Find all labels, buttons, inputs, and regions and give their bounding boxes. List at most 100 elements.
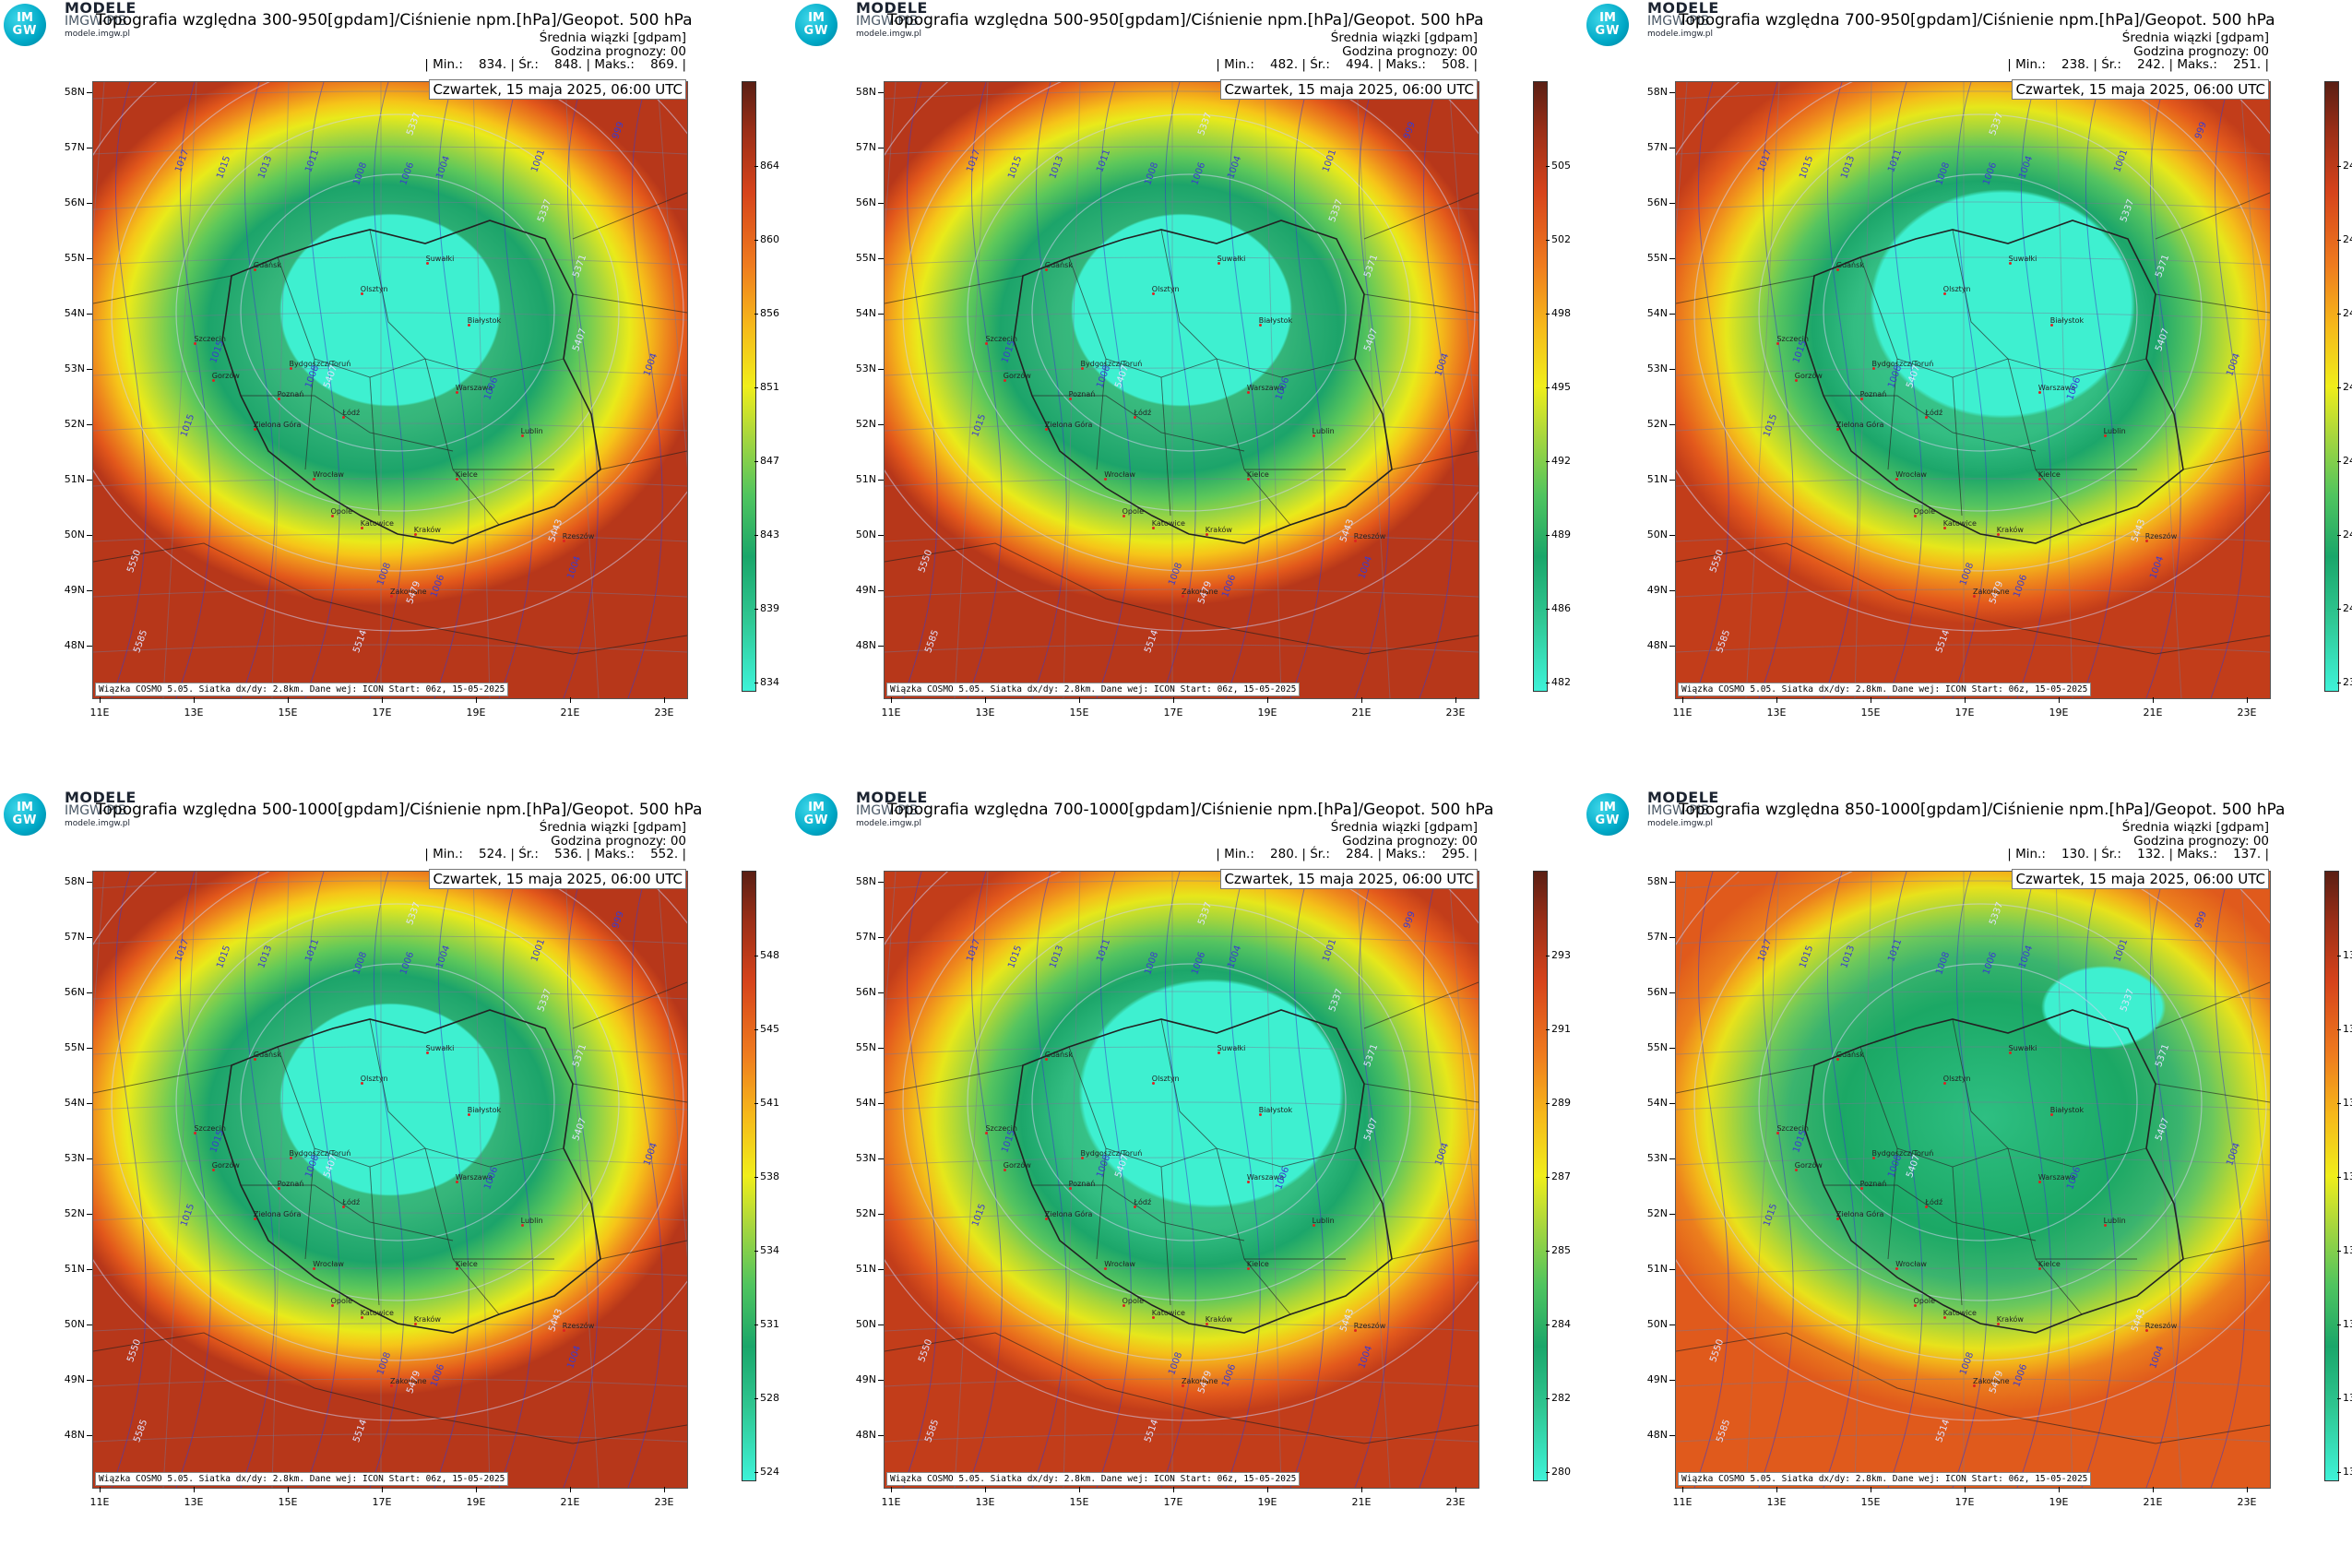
colorbar-tick (2337, 1398, 2341, 1399)
voivodeship-border (369, 1166, 380, 1306)
colorbar-label: 131 (2343, 1392, 2352, 1404)
city-marker (1871, 1156, 1875, 1159)
city-marker (342, 416, 346, 420)
latitude-tick (1669, 1435, 1675, 1436)
longitude-label: 19E (2049, 707, 2069, 719)
city-marker (390, 1384, 393, 1387)
city-label: Gorzów (1794, 371, 1823, 380)
city-marker (1312, 434, 1315, 438)
city-label: Zielona Góra (253, 421, 302, 430)
longitude-tick (194, 1487, 195, 1492)
colorbar-label: 249 (2343, 160, 2352, 172)
map-panel: IM GW MODELE IMGW-PIB modele.imgw.pl Topograf… (791, 0, 1571, 775)
city-marker (360, 292, 363, 296)
city-label: Gorzów (211, 371, 240, 380)
colorbar-label: 133 (2343, 1170, 2352, 1182)
meridian-line (162, 82, 197, 698)
meridian-line (1745, 82, 1780, 698)
country-border (93, 275, 232, 304)
latitude-label: 50N (64, 1318, 85, 1330)
parallel-line (885, 644, 1479, 653)
latitude-tick (878, 314, 884, 315)
colorbar-label: 282 (1551, 1392, 1571, 1404)
latitude-label: 56N (855, 986, 876, 998)
city-label: Wrocław (313, 469, 344, 479)
info-forecast-hour: Godzina prognozy: 00 (2133, 43, 2269, 59)
city-marker (1925, 1206, 1929, 1209)
longitude-label: 21E (1351, 1496, 1372, 1508)
isobar-line (902, 82, 938, 698)
city-label: Zakopane (1182, 1376, 1218, 1385)
voivodeship-border (369, 1018, 491, 1168)
voivodeship-border (2072, 1147, 2147, 1168)
city-marker (1835, 267, 1839, 271)
country-border (572, 981, 687, 1029)
brand-url: modele.imgw.pl (65, 30, 131, 39)
country-border (93, 1332, 687, 1444)
isobar-line (111, 82, 147, 698)
voivodeship-border (1952, 229, 2073, 378)
colorbar-tick (754, 314, 758, 315)
latitude-tick (878, 1324, 884, 1325)
parallel-line (1676, 935, 2270, 944)
brand-block: MODELE IMGW-PIB modele.imgw.pl (65, 790, 137, 830)
parallel-line (93, 1323, 687, 1332)
colorbar-label: 534 (760, 1244, 779, 1256)
city-marker (2037, 1181, 2041, 1184)
latitude-tick (1669, 369, 1675, 370)
longitude-tick (1682, 1487, 1683, 1492)
geopotential-contour (1758, 113, 2203, 512)
geopotential-contour (1031, 963, 1347, 1241)
city-label: Olsztyn (360, 1075, 388, 1084)
geopotential-contour (240, 963, 555, 1241)
city-marker (455, 477, 458, 481)
city-marker (194, 341, 197, 345)
city-marker (1217, 262, 1220, 266)
city-label: Warszawa (455, 1173, 493, 1182)
voivodeship-border (369, 376, 380, 517)
longitude-label: 13E (184, 1496, 204, 1508)
voivodeship-border (1280, 1147, 1356, 1168)
latitude-label: 55N (64, 252, 85, 264)
geopotential-contour (902, 872, 1476, 1361)
latitude-label: 53N (1646, 1152, 1668, 1164)
voivodeship-border (1823, 1184, 2037, 1241)
parallel-line (1676, 367, 2270, 376)
city-label: Kraków (1205, 525, 1232, 534)
latitude-label: 57N (64, 141, 85, 153)
city-marker (1205, 532, 1208, 536)
parallel-line (885, 1101, 1479, 1111)
longitude-tick (891, 697, 892, 703)
city-label: Bydgoszcz/Toruń (289, 1148, 351, 1158)
country-border (1363, 293, 1479, 314)
city-label: Bydgoszcz/Toruń (1871, 1148, 1934, 1158)
isobar-line (1952, 82, 1988, 698)
latitude-tick (87, 992, 92, 993)
meridian-line (1264, 82, 1282, 698)
country-border (2155, 981, 2270, 1029)
city-label: Rzeszów (2144, 1321, 2178, 1330)
info-forecast-hour: Godzina prognozy: 00 (551, 833, 686, 849)
longitude-tick (1079, 1487, 1080, 1492)
longitude-tick (1361, 697, 1362, 703)
map-area: Gdańsk Suwałki Olsztyn Szczecin Białystok Byd… (92, 81, 688, 699)
latitude-tick (87, 92, 92, 93)
city-label: Zielona Góra (1835, 421, 1884, 430)
meridian-line (271, 872, 290, 1488)
colorbar-label: 528 (760, 1392, 779, 1404)
colorbar-tick (2337, 1177, 2341, 1178)
city-label: Kielce (2037, 1259, 2061, 1268)
latitude-label: 54N (855, 1097, 876, 1109)
longitude-tick (1079, 697, 1080, 703)
city-label: Bydgoszcz/Toruń (1080, 359, 1143, 368)
parallel-line (1676, 644, 2270, 653)
parallel-line (93, 146, 687, 155)
colorbar-tick (1546, 1398, 1550, 1399)
colorbar-tick (1546, 1103, 1550, 1104)
longitude-label: 21E (560, 707, 580, 719)
latitude-label: 50N (855, 529, 876, 540)
latitude-label: 58N (1646, 875, 1668, 887)
longitude-tick (194, 697, 195, 703)
colorbar-label: 531 (760, 1318, 779, 1330)
longitude-label: 19E (466, 707, 486, 719)
